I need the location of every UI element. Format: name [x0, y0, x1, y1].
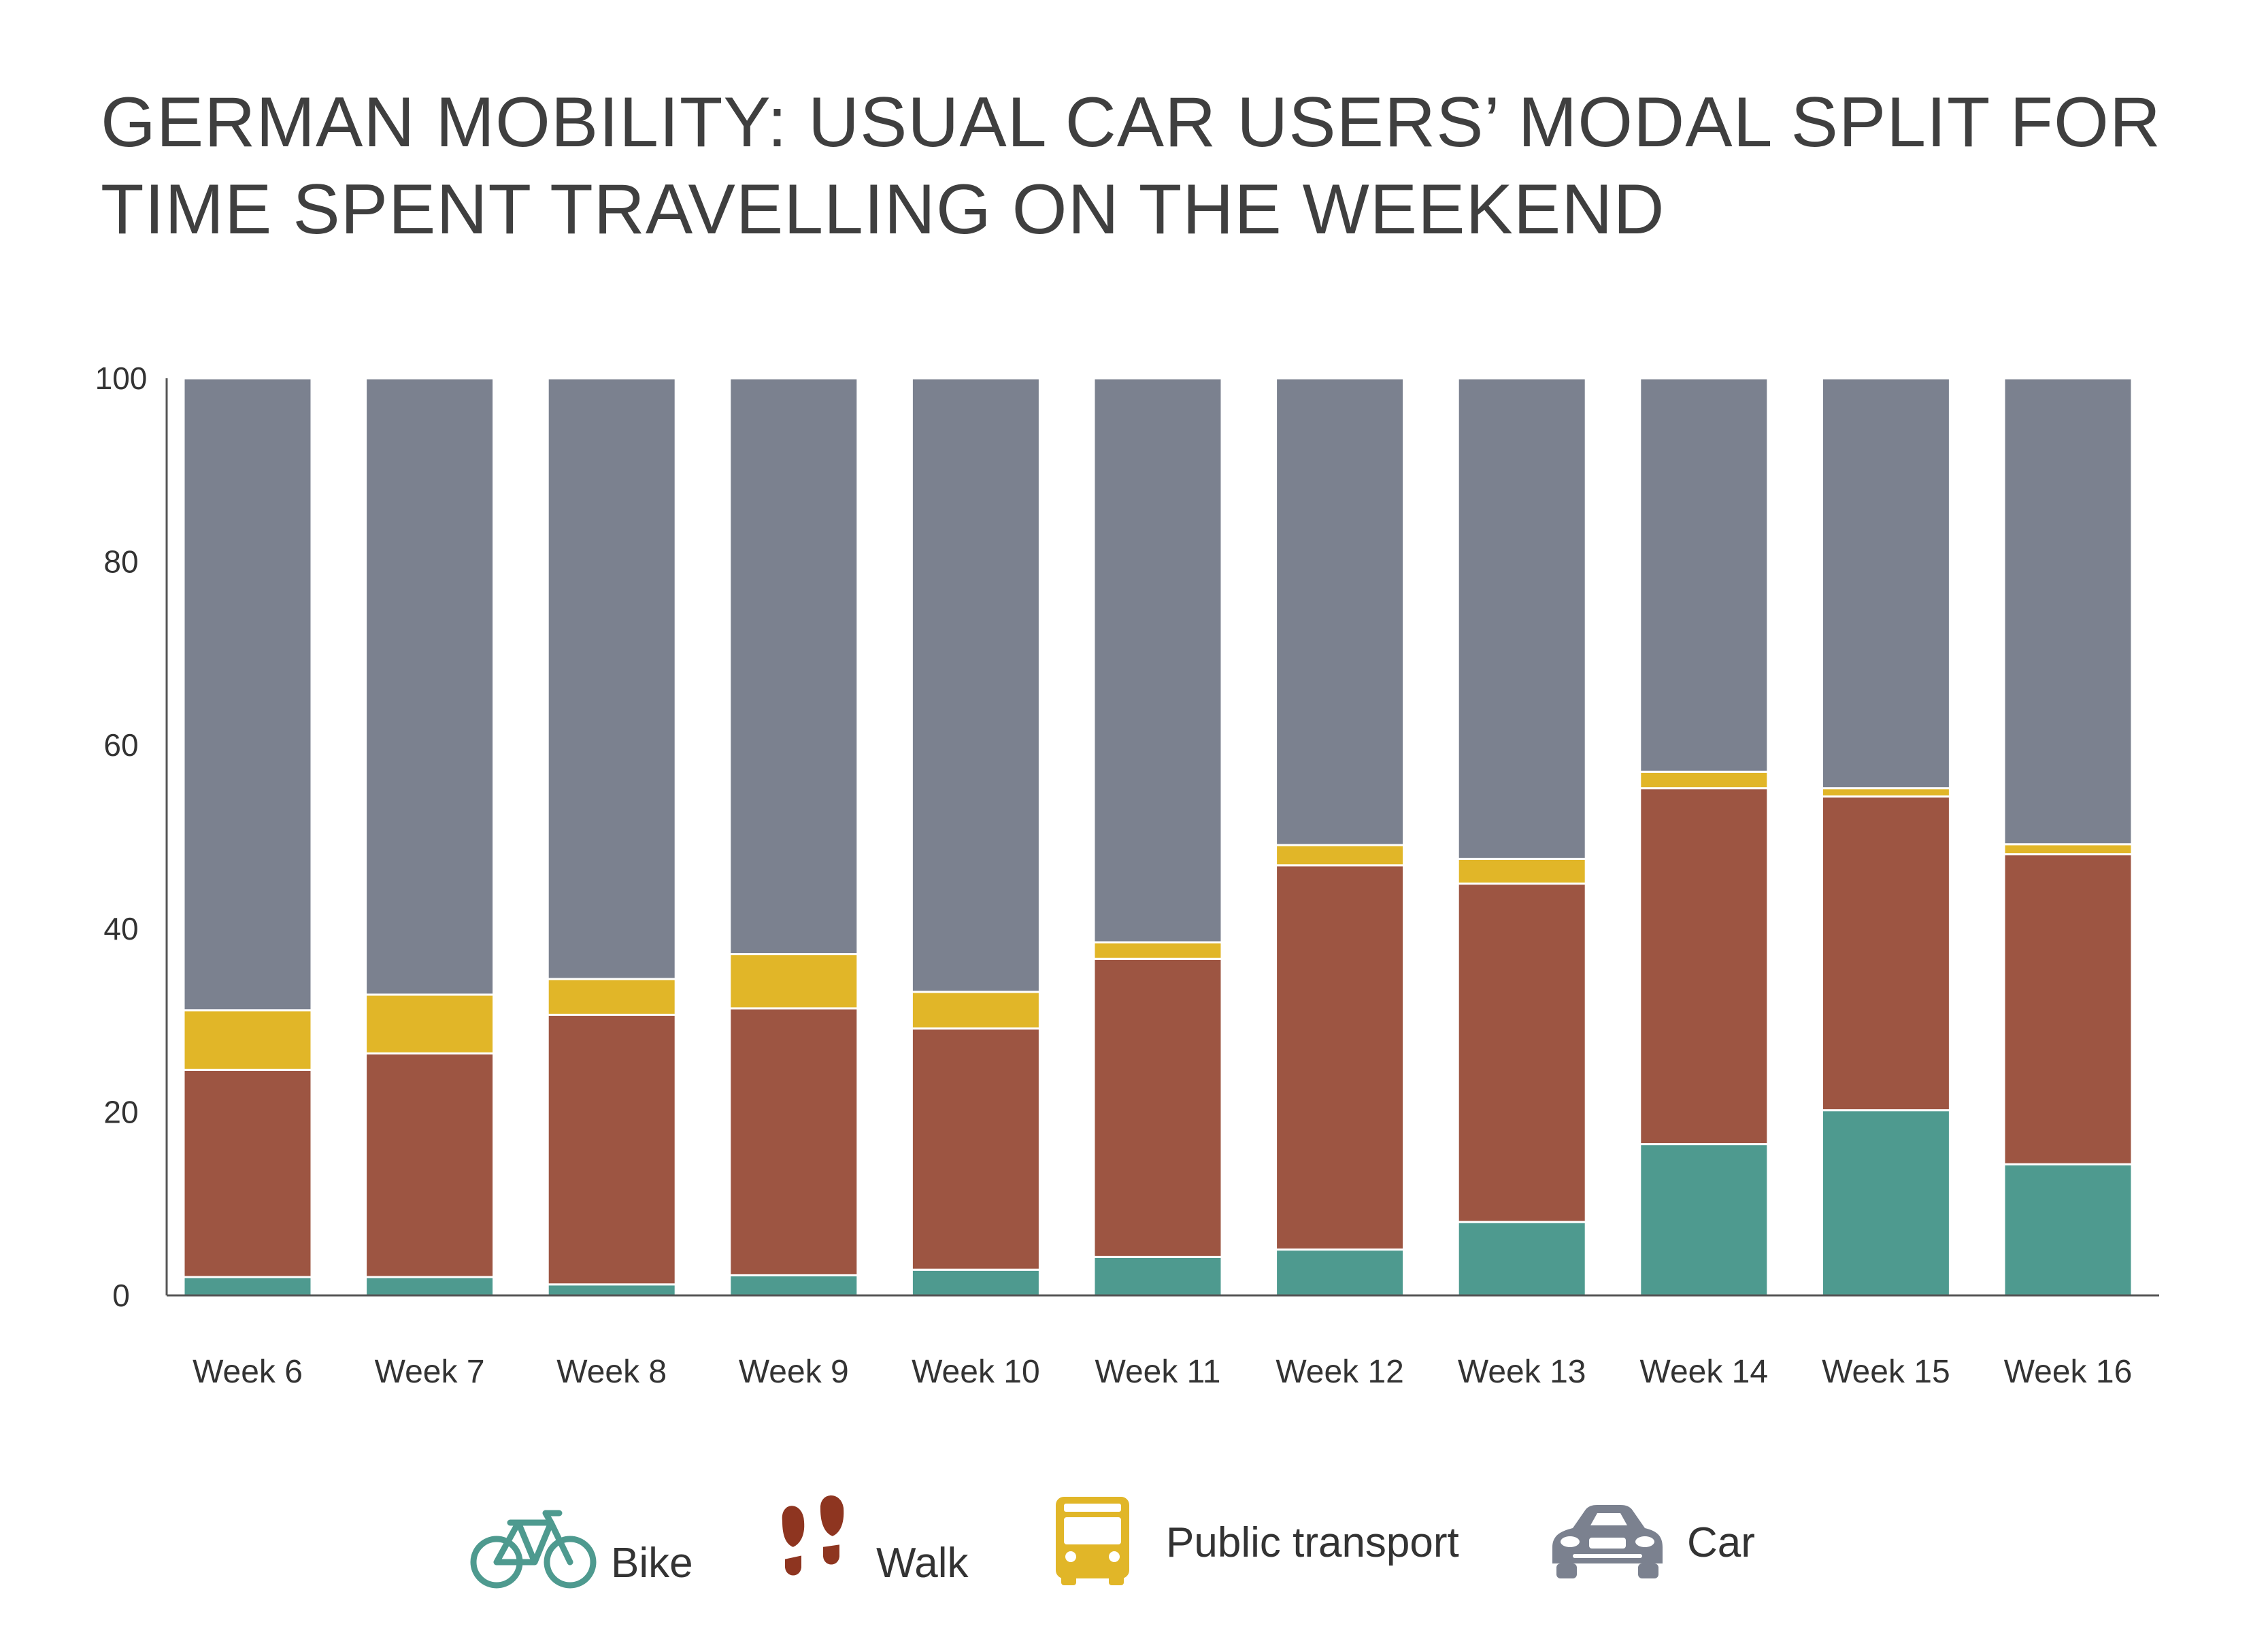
x-tick-label: Week 15 [1822, 1354, 1950, 1390]
bar-segment-walk-week-8 [546, 1014, 677, 1286]
bar-segment-bike-week-16 [2003, 1163, 2133, 1297]
bar-segment-bike-week-6 [182, 1276, 313, 1297]
bar-segment-walk-week-9 [729, 1007, 859, 1276]
bar-segment-public-transport-week-10 [910, 991, 1041, 1030]
bar-segment-walk-week-12 [1275, 864, 1405, 1251]
y-tick-label: 80 [103, 544, 138, 580]
bar-segment-public-transport-week-12 [1275, 844, 1405, 867]
chart-title: GERMAN MOBILITY: USUAL CAR USERS’ MODAL … [101, 83, 2161, 249]
bar-segment-walk-week-6 [182, 1068, 313, 1278]
bar-segment-bike-week-13 [1456, 1221, 1587, 1297]
bar-segment-car-week-15 [1820, 377, 1951, 790]
legend-item-public-transport[interactable]: Public transport [1056, 1497, 1459, 1585]
bar-segment-public-transport-week-8 [546, 978, 677, 1016]
bar-segment-bike-week-12 [1275, 1248, 1405, 1297]
bar-segment-car-week-14 [1639, 377, 1769, 773]
bar-segment-car-week-12 [1275, 377, 1405, 846]
bike-icon [470, 1510, 597, 1589]
bar-segment-bike-week-11 [1093, 1255, 1223, 1297]
bar-segment-walk-week-15 [1820, 795, 1951, 1112]
bus-icon [1056, 1497, 1129, 1585]
legend-item-car[interactable]: Car [1552, 1505, 1755, 1578]
bar-segment-walk-week-16 [2003, 853, 2133, 1165]
bar-segment-bike-week-7 [365, 1276, 495, 1297]
bar-segment-bike-week-8 [546, 1283, 677, 1297]
bar-segment-car-week-9 [729, 377, 859, 955]
bar-segment-public-transport-week-13 [1456, 857, 1587, 885]
legend-label: Bike [611, 1540, 693, 1587]
bar-segment-car-week-8 [546, 377, 677, 980]
bar-segment-bike-week-9 [729, 1274, 859, 1297]
x-tick-label: Week 8 [556, 1354, 667, 1390]
bar-segment-car-week-13 [1456, 377, 1587, 860]
y-tick-label: 40 [103, 911, 138, 946]
bar-segment-bike-week-15 [1820, 1109, 1951, 1297]
x-tick-labels: Week 6 Week 7 Week 8 Week 9 Week 10 Week 11 We… [193, 1354, 2132, 1390]
bar-segment-public-transport-week-6 [182, 1009, 313, 1071]
bar-segment-bike-week-14 [1639, 1143, 1769, 1297]
bar-segment-public-transport-week-15 [1820, 787, 1951, 798]
x-tick-label: Week 16 [2004, 1354, 2133, 1390]
x-tick-label: Week 13 [1458, 1354, 1586, 1390]
legend-item-bike[interactable]: Bike [470, 1510, 693, 1589]
bar-segment-car-week-11 [1093, 377, 1223, 944]
x-tick-label: Week 6 [193, 1354, 303, 1390]
footprints-icon [779, 1493, 847, 1578]
y-tick-labels: 0 20 40 60 80 100 [95, 361, 148, 1313]
bar-segment-public-transport-week-7 [365, 993, 495, 1055]
x-tick-label: Week 10 [912, 1354, 1040, 1390]
y-tick-label: 60 [103, 727, 138, 763]
y-tick-label: 20 [103, 1094, 138, 1129]
x-tick-label: Week 12 [1275, 1354, 1404, 1390]
x-tick-label: Week 11 [1095, 1354, 1221, 1390]
bar-segment-public-transport-week-11 [1093, 941, 1223, 960]
legend-label: Car [1687, 1519, 1755, 1566]
y-tick-label: 100 [95, 361, 148, 396]
bar-segment-walk-week-7 [365, 1052, 495, 1278]
bar-segment-car-week-7 [365, 377, 495, 996]
car-icon [1552, 1505, 1663, 1578]
bar-segment-walk-week-14 [1639, 787, 1769, 1146]
bar-segment-walk-week-13 [1456, 882, 1587, 1223]
bar-segment-car-week-16 [2003, 377, 2133, 846]
bar-segment-public-transport-week-9 [729, 953, 859, 1010]
bar-segment-public-transport-week-16 [2003, 843, 2133, 856]
legend-label: Public transport [1166, 1519, 1459, 1566]
bar-segment-car-week-10 [910, 377, 1041, 993]
bar-segment-walk-week-10 [910, 1027, 1041, 1271]
bar-segment-car-week-6 [182, 377, 313, 1012]
y-tick-label: 0 [112, 1278, 130, 1313]
x-tick-label: Week 9 [739, 1354, 849, 1390]
legend-item-walk[interactable]: Walk [779, 1493, 969, 1587]
bars-layer [182, 377, 2133, 1297]
legend: Bike Walk Public transport [470, 1493, 1755, 1589]
x-tick-label: Week 14 [1640, 1354, 1769, 1390]
bar-segment-walk-week-11 [1093, 957, 1223, 1258]
bar-segment-public-transport-week-14 [1639, 770, 1769, 790]
bar-segment-bike-week-10 [910, 1268, 1041, 1297]
x-tick-label: Week 7 [375, 1354, 485, 1390]
legend-label: Walk [876, 1540, 969, 1587]
